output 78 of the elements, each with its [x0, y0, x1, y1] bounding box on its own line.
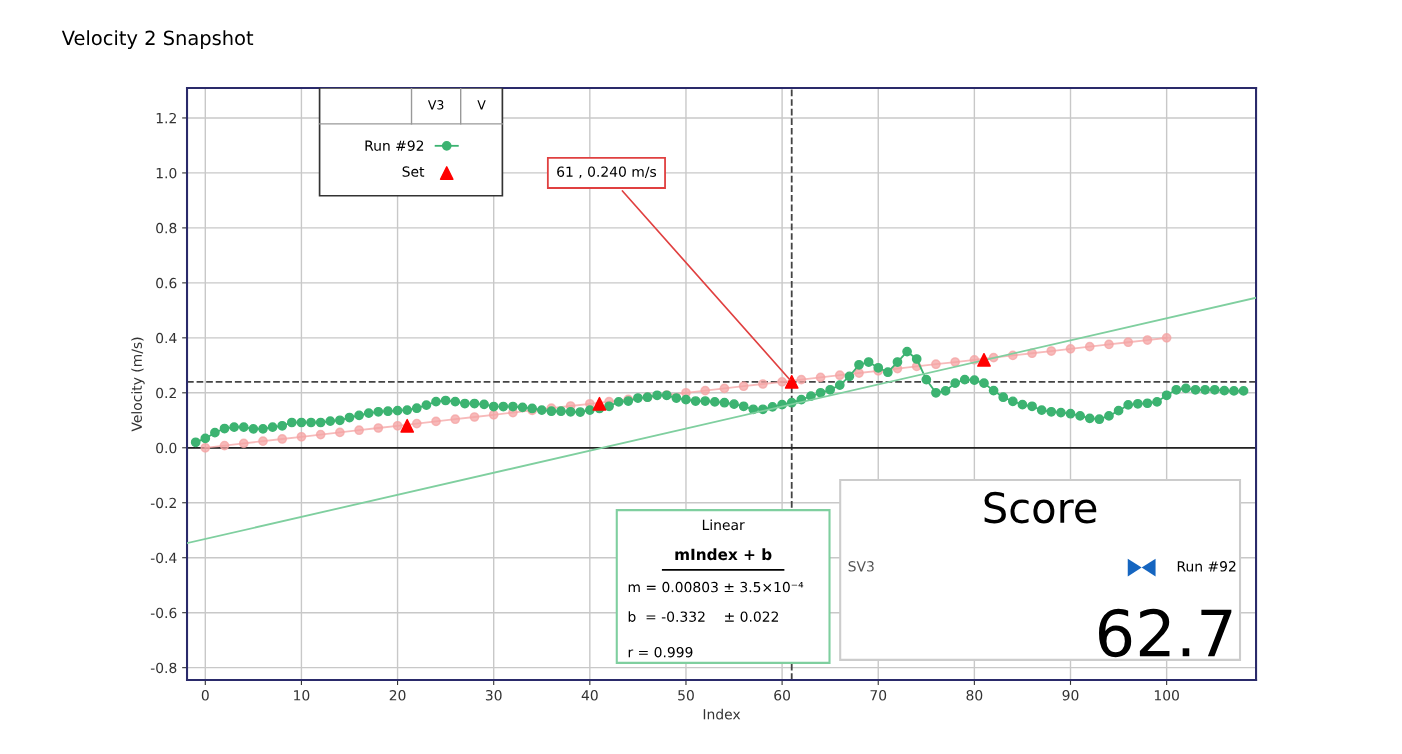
point	[400, 418, 415, 433]
point	[431, 416, 441, 427]
annotation: r = 0.999	[628, 646, 693, 658]
annotation: V	[477, 100, 486, 110]
annotation: b = -0.332 ± 0.022	[628, 611, 779, 622]
y-tick-label: 0.0	[156, 442, 177, 454]
point	[258, 436, 268, 447]
point	[488, 409, 499, 420]
annotation: SV3	[848, 561, 874, 572]
chart-title: Velocity 2 Snapshot	[61, 30, 254, 50]
point	[1123, 337, 1134, 348]
point	[1104, 339, 1114, 350]
point	[411, 418, 422, 429]
y-tick-label: -0.6	[150, 607, 177, 619]
x-axis-title: Index	[703, 708, 741, 720]
point	[796, 374, 807, 385]
point	[950, 357, 961, 367]
point	[238, 438, 249, 449]
y-tick-label: 0.6	[156, 277, 177, 289]
y-tick-label: -0.4	[150, 552, 177, 564]
point	[815, 372, 826, 383]
annotation: 61 , 0.240 m/s	[557, 166, 657, 179]
point	[784, 374, 799, 389]
annotation: V3	[427, 100, 444, 110]
point	[977, 352, 991, 367]
point	[277, 434, 288, 444]
point	[700, 385, 711, 396]
y-tick-label: -0.8	[150, 662, 177, 674]
annotation: 62.7	[1099, 608, 1232, 658]
point	[931, 359, 941, 370]
point	[777, 376, 787, 387]
point	[1161, 332, 1172, 343]
x-tick-label: 30	[485, 690, 502, 701]
point	[219, 440, 230, 451]
point	[1027, 348, 1037, 359]
annotation: Run #92	[1177, 561, 1236, 572]
point	[758, 379, 768, 389]
annotation: m = 0.00803 ± 3.5×10⁻⁴	[628, 581, 804, 593]
point	[373, 423, 384, 433]
x-tick-label: 80	[966, 690, 983, 701]
point	[335, 427, 345, 438]
annotation: Linear	[702, 519, 745, 531]
x-tick-label: 70	[870, 690, 887, 701]
y-tick-label: -0.2	[150, 497, 176, 509]
annotation: mIndex + b	[675, 548, 772, 561]
y-tick-label: 0.2	[156, 387, 176, 399]
legend-label: Run #92	[365, 140, 424, 151]
point	[1046, 346, 1057, 356]
point	[738, 381, 749, 392]
x-tick-label: 100	[1154, 690, 1179, 701]
point	[450, 414, 461, 425]
point	[469, 412, 480, 422]
legend-label: Set	[402, 166, 425, 177]
point	[1065, 343, 1076, 354]
point	[719, 383, 730, 394]
point	[834, 370, 845, 381]
y-tick-label: 0.8	[156, 222, 177, 234]
x-tick-label: 90	[1062, 690, 1079, 701]
y-tick-label: 1.2	[156, 112, 176, 124]
x-tick-label: 20	[389, 690, 406, 701]
point	[200, 442, 211, 453]
annotation: Score	[984, 491, 1097, 524]
point	[854, 368, 864, 378]
x-tick-label: 10	[294, 690, 310, 701]
point	[592, 396, 607, 411]
point	[1142, 335, 1153, 345]
point	[1084, 341, 1095, 352]
x-tick-label: 60	[774, 690, 791, 701]
y-axis-title: Velocity (m/s)	[131, 337, 145, 432]
y-tick-label: 0.4	[156, 332, 177, 344]
x-tick-label: 0	[201, 690, 209, 701]
x-tick-label: 40	[581, 690, 598, 701]
point	[354, 425, 364, 436]
y-tick-label: 1.0	[156, 167, 177, 179]
point	[315, 429, 326, 440]
x-tick-label: 50	[678, 690, 694, 701]
point	[296, 431, 307, 442]
point	[392, 420, 403, 431]
